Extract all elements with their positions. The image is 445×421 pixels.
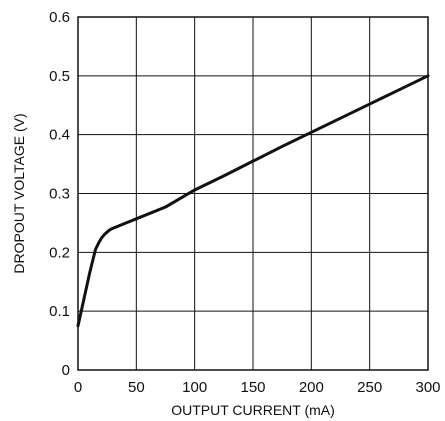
x-tick-label: 300	[415, 379, 440, 396]
tick-labels: 0 50 100 150 200 250 300 0 0.1 0.2 0.3 0.4 0.5 0.6	[49, 9, 440, 396]
y-tick-label: 0.5	[49, 68, 70, 85]
x-tick-label: 250	[357, 379, 382, 396]
series-layer	[76, 74, 430, 328]
y-tick-label: 0.3	[49, 186, 70, 203]
x-tick-label: 50	[128, 379, 145, 396]
y-tick-label: 0.6	[49, 9, 70, 26]
plot-frame	[77, 16, 429, 371]
y-tick-label: 0	[62, 362, 70, 379]
x-tick-label: 200	[299, 379, 324, 396]
x-tick-label: 0	[74, 379, 82, 396]
dropout-voltage-line	[76, 74, 430, 328]
y-tick-label: 0.2	[49, 244, 70, 261]
x-tick-label: 100	[182, 379, 207, 396]
y-tick-label: 0.4	[49, 127, 70, 144]
x-axis-title: OUTPUT CURRENT (mA)	[171, 402, 335, 418]
y-axis-title: DROPOUT VOLTAGE (V)	[11, 113, 27, 273]
x-tick-label: 150	[240, 379, 265, 396]
grid-lines	[78, 17, 428, 370]
y-tick-label: 0.1	[49, 303, 70, 320]
